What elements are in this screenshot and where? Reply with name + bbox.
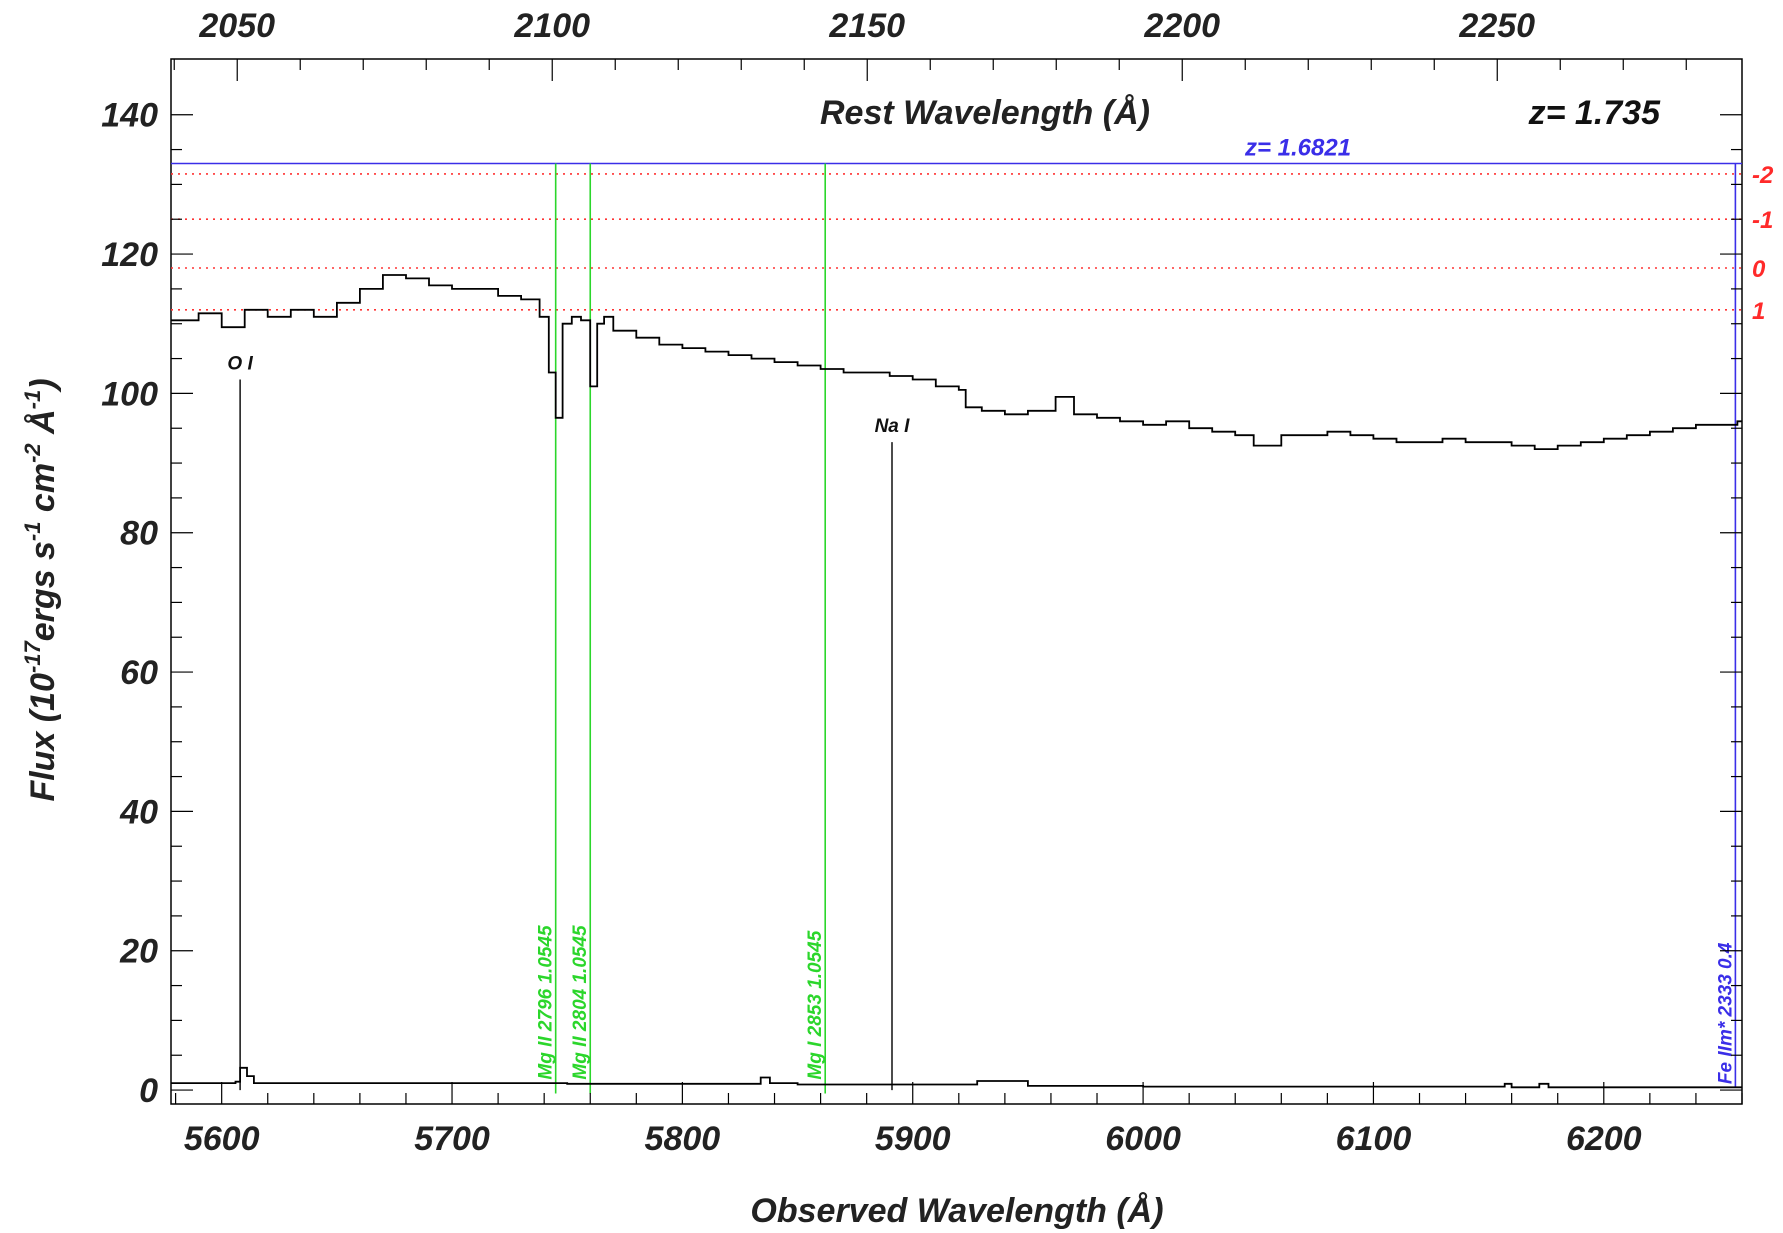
series-0: [171, 274, 1742, 450]
absorption-system-label: z= 1.6821: [1244, 135, 1351, 162]
x-tick-label: 5800: [645, 1120, 721, 1158]
y-tick-label: 100: [101, 375, 158, 413]
y-tick-label: 20: [119, 933, 158, 971]
emission-line-label-1: Na I: [875, 416, 911, 437]
y-tick-label: 60: [120, 654, 158, 692]
x-tick-label: 6100: [1336, 1120, 1412, 1158]
series-1: [171, 1066, 1742, 1089]
x-tick-label: 6200: [1566, 1120, 1642, 1158]
intervening-line-label-1: Mg II 2804 1.0545: [570, 925, 591, 1080]
sigma-levels: -2 -1 0 1: [171, 162, 1774, 325]
top-tick-label: 2200: [1143, 7, 1220, 45]
plot-frame: [170, 58, 1743, 1105]
emission-line-label-0: O I: [227, 353, 253, 374]
y-tick-label: 140: [101, 97, 158, 135]
intervening-line-label-2: Mg I 2853 1.0545: [805, 930, 826, 1079]
absorption-line-label-0: Fe IIm* 2333 0.4: [1715, 942, 1736, 1084]
x-tick-label: 6000: [1105, 1120, 1181, 1158]
sigma-label-1: -1: [1752, 207, 1773, 234]
top-tick-label: 2250: [1458, 7, 1535, 45]
y-axis-label: Flux (10-17ergs s-1 cm-2 Å-1): [20, 378, 62, 801]
line-labels: Mg II 2796 1.0545 Mg II 2804 1.0545 Mg I 2…: [227, 353, 910, 1079]
sigma-label-0: -2: [1752, 162, 1774, 189]
y-tick-label: 0: [139, 1072, 158, 1110]
x-tick-label: 5600: [184, 1120, 260, 1158]
chart-title: Rest Wavelength (Å): [820, 94, 1150, 132]
redshift-label: z= 1.735: [1528, 94, 1661, 132]
x-tick-label: 5700: [414, 1120, 490, 1158]
line-markers: [239, 163, 893, 1094]
y-tick-label: 80: [120, 515, 158, 553]
y-tick-label: 40: [119, 793, 158, 831]
top-tick-label: 2050: [198, 7, 275, 45]
top-tick-label: 2100: [513, 7, 590, 45]
series-layer: [171, 274, 1742, 1089]
intervening-line-label-0: Mg II 2796 1.0545: [536, 925, 557, 1080]
sigma-label-3: 1: [1752, 298, 1765, 325]
top-tick-label: 2150: [828, 7, 905, 45]
axis-ticks: 5600 5700 5800 5900 6000 6100 6200 2050 2100 2150…: [101, 7, 1743, 1158]
x-tick-label: 5900: [875, 1120, 951, 1158]
absorption-system: z= 1.6821 Fe IIm* 2333 0.4: [171, 135, 1742, 1088]
y-tick-label: 120: [101, 236, 158, 274]
sigma-label-2: 0: [1752, 256, 1766, 283]
x-axis-label: Observed Wavelength (Å): [750, 1192, 1163, 1230]
